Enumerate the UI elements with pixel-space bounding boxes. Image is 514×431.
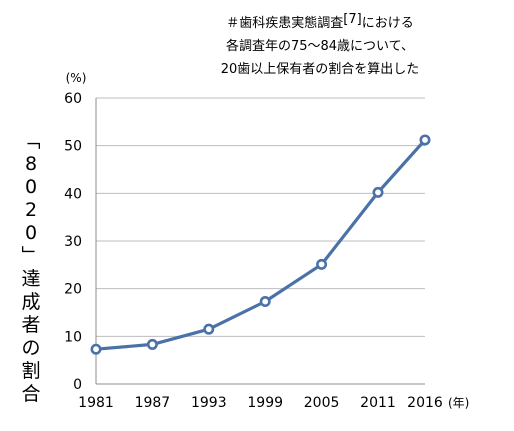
x-tick-labels: 1981 1987 1993 1999 2005 2011 2016 [78, 395, 443, 411]
axes [95, 98, 425, 385]
grid-lines [96, 97, 425, 337]
y-tick-30: 30 [64, 234, 82, 250]
y-label-char: の [21, 337, 40, 359]
x-tick-1981: 1981 [78, 395, 114, 411]
data-point-1999 [259, 296, 271, 308]
chart-annotation: ＃歯科疾患実態調査[7]における 各調査年の75〜84歳について、 20歯以上保… [160, 8, 480, 81]
y-label-char: 0 [25, 222, 37, 244]
x-axis-unit: (年) [448, 396, 469, 410]
reference-marker: [7] [343, 12, 362, 27]
y-label-char: 者 [21, 314, 40, 336]
y-tick-20: 20 [64, 282, 82, 298]
x-tick-1993: 1993 [191, 395, 227, 411]
annotation-line-1-suffix: における [361, 16, 414, 31]
y-tick-40: 40 [64, 186, 82, 202]
y-label-char: 2 [25, 199, 37, 221]
annotation-line-3: 20歯以上保有者の割合を算出した [220, 62, 420, 77]
y-label-char: 8 [25, 153, 37, 175]
y-label-char: 」 [19, 245, 41, 264]
y-label-char: 達 [21, 268, 40, 290]
series-line [95, 138, 427, 351]
y-tick-labels: 0 10 20 30 40 50 60 [64, 91, 82, 393]
x-tick-2005: 2005 [304, 395, 340, 411]
y-tick-10: 10 [64, 329, 82, 345]
y-tick-60: 60 [64, 91, 82, 107]
data-point-2011 [372, 186, 384, 198]
y-axis-unit: (%) [66, 71, 87, 85]
x-tick-2016: 2016 [407, 395, 443, 411]
x-tick-2011: 2011 [360, 395, 396, 411]
annotation-line-2: 各調査年の75〜84歳について、 [225, 39, 415, 54]
y-label-char: 「 [19, 130, 41, 149]
y-label-char: 割 [21, 360, 40, 382]
data-point-2005 [316, 258, 328, 270]
series-line-group [90, 134, 431, 355]
data-point-1987 [146, 338, 158, 350]
x-tick-1987: 1987 [135, 395, 171, 411]
data-point-1993 [203, 323, 215, 335]
y-tick-0: 0 [73, 377, 82, 393]
data-point-2016 [419, 134, 431, 146]
x-tick-1999: 1999 [247, 395, 283, 411]
y-tick-50: 50 [64, 139, 82, 155]
annotation-line-1-text: ＃歯科疾患実態調査 [226, 16, 344, 31]
y-label-char: 成 [21, 291, 40, 313]
y-label-char: 合 [21, 383, 40, 405]
annotation-line-1: ＃歯科疾患実態調査[7]における [160, 8, 480, 35]
y-label-char: 0 [25, 176, 37, 198]
data-point-1981 [90, 343, 102, 355]
